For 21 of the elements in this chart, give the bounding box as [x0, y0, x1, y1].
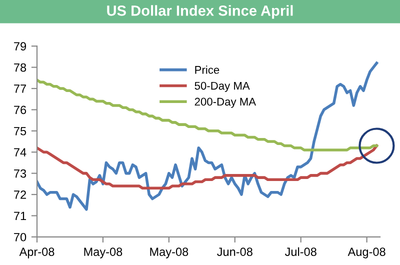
y-tick-label: 72: [14, 190, 26, 199]
y-tick-label: 70: [14, 232, 26, 242]
line-series: [37, 62, 378, 211]
y-tick-label: 74: [14, 148, 26, 156]
y-tick-label: 79: [14, 42, 26, 51]
y-tick-label: 78: [14, 63, 26, 72]
x-tick-label: May-08: [150, 248, 188, 258]
legend-label: Price: [195, 66, 220, 74]
x-tick-label: Jul-08: [284, 247, 316, 256]
y-tick-label: 76: [14, 106, 26, 114]
y-tick-label: 73: [14, 169, 26, 178]
x-tick-label: May-08: [84, 248, 122, 258]
legend-label: 200-Day MA: [194, 98, 256, 108]
x-tick-label: Jun-08: [217, 248, 252, 256]
x-tick-label: Aug-08: [348, 248, 386, 258]
x-tick-label: Apr-08: [19, 248, 54, 258]
y-tick-label: 71: [14, 212, 26, 220]
y-tick-label: 77: [14, 84, 26, 93]
chart-title: US Dollar Index Since April: [107, 5, 293, 19]
legend-label: 50-Day MA: [194, 82, 250, 92]
y-tick-label: 75: [14, 127, 26, 136]
